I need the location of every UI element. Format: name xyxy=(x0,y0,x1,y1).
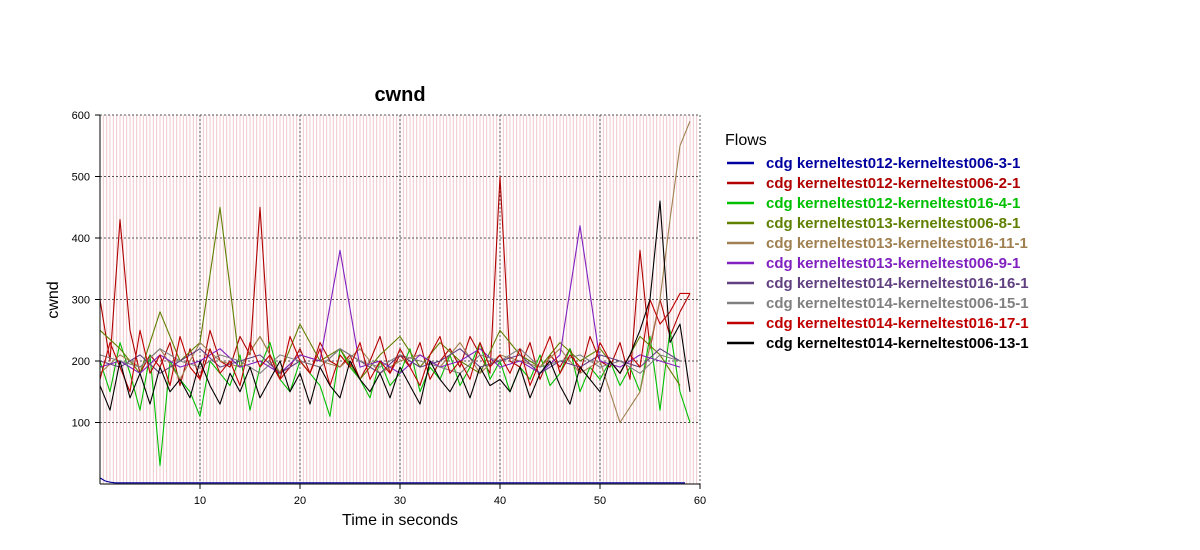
chart-title: cwnd xyxy=(374,84,425,106)
y-tick-label: 100 xyxy=(72,418,90,430)
legend-title: Flows xyxy=(725,132,767,149)
x-tick-label: 20 xyxy=(294,495,306,507)
y-tick-label: 200 xyxy=(72,356,90,368)
series-line xyxy=(99,348,681,374)
x-axis-label: Time in seconds xyxy=(342,512,458,529)
series-line xyxy=(99,292,690,393)
series-line xyxy=(99,477,685,484)
legend-entry: cdg kerneltest012-kerneltest006-3-1 xyxy=(766,155,1020,172)
legend-entry: cdg kerneltest012-kerneltest016-4-1 xyxy=(766,195,1020,212)
y-tick-label: 600 xyxy=(72,110,90,122)
series-line xyxy=(99,200,691,411)
series-line xyxy=(99,348,681,374)
legend-entry: cdg kerneltest012-kerneltest006-2-1 xyxy=(766,175,1020,192)
legend-entry: cdg kerneltest014-kerneltest016-16-1 xyxy=(766,275,1029,292)
y-tick-label: 500 xyxy=(72,172,90,184)
x-tick-label: 30 xyxy=(394,495,406,507)
legend-entry: cdg kerneltest014-kerneltest006-13-1 xyxy=(766,335,1029,352)
legend-entry: cdg kerneltest014-kerneltest016-17-1 xyxy=(766,315,1029,332)
y-tick-label: 400 xyxy=(72,233,90,245)
legend: cdg kerneltest012-kerneltest006-3-1 cdg k… xyxy=(727,155,1029,352)
plot-area: 10 20 30 40 50 60 100 200 300 400 500 600 xyxy=(72,110,706,507)
series-line xyxy=(99,225,681,374)
y-axis-label: cwnd xyxy=(45,281,62,318)
legend-entry: cdg kerneltest014-kerneltest006-15-1 xyxy=(766,295,1029,312)
series-line xyxy=(99,206,681,386)
legend-entry: cdg kerneltest013-kerneltest006-8-1 xyxy=(766,215,1020,232)
legend-entry: cdg kerneltest013-kerneltest006-9-1 xyxy=(766,255,1020,272)
x-tick-label: 50 xyxy=(594,495,606,507)
legend-entry: cdg kerneltest013-kerneltest016-11-1 xyxy=(766,235,1028,252)
x-tick-label: 40 xyxy=(494,495,506,507)
y-tick-label: 300 xyxy=(72,295,90,307)
series-line xyxy=(99,329,691,467)
x-tick-label: 10 xyxy=(194,495,206,507)
x-tick-label: 60 xyxy=(694,495,706,507)
